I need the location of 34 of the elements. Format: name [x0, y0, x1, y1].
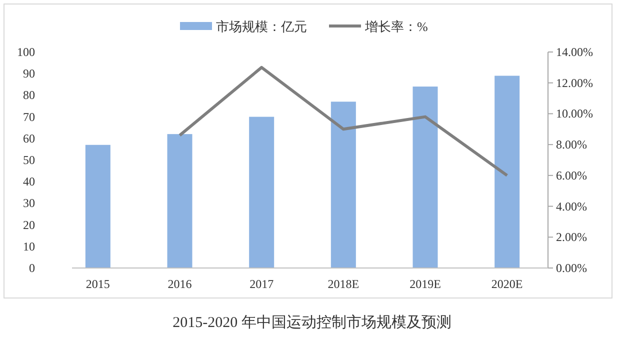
y2-tick-label: 14.00% [556, 45, 593, 59]
y-tick-label: 70 [23, 110, 35, 124]
y2-tick-label: 8.00% [556, 138, 587, 152]
y2-tick-label: 2.00% [556, 230, 587, 244]
legend-label: 增长率：% [364, 19, 428, 34]
bar [249, 116, 274, 268]
bar [85, 144, 110, 268]
y2-tick-label: 0.00% [556, 261, 587, 275]
x-tick-label: 2016 [168, 277, 192, 291]
bar [330, 102, 356, 268]
bar [494, 76, 520, 268]
y-tick-label: 50 [23, 153, 35, 167]
x-tick-label: 2018E [328, 277, 360, 291]
y-tick-label: 20 [23, 218, 35, 232]
y-tick-label: 10 [23, 239, 35, 254]
x-tick-label: 2015 [86, 277, 110, 291]
text: 2015-2020 年中国运动控制市场规模及预测 [172, 314, 452, 331]
legend-label: 市场规模：亿元 [216, 19, 307, 34]
x-tick-label: 2019E [410, 277, 441, 291]
y-tick-label: 30 [23, 196, 35, 210]
y2-tick-label: 4.00% [556, 199, 587, 214]
y2-tick-label: 12.00% [556, 76, 593, 90]
bar [412, 86, 438, 268]
y-tick-label: 80 [23, 88, 35, 102]
y-tick-label: 40 [23, 174, 35, 189]
y2-tick-label: 10.00% [556, 106, 593, 121]
y-tick-label: 60 [23, 131, 35, 146]
x-tick-label: 2020E [491, 277, 523, 291]
x-tick-label: 2017 [250, 277, 274, 291]
y2-tick-label: 6.00% [556, 168, 587, 182]
y-tick-label: 100 [17, 45, 35, 59]
y-tick-label: 0 [29, 261, 35, 275]
y-tick-label: 90 [23, 66, 35, 81]
bar [167, 134, 192, 268]
